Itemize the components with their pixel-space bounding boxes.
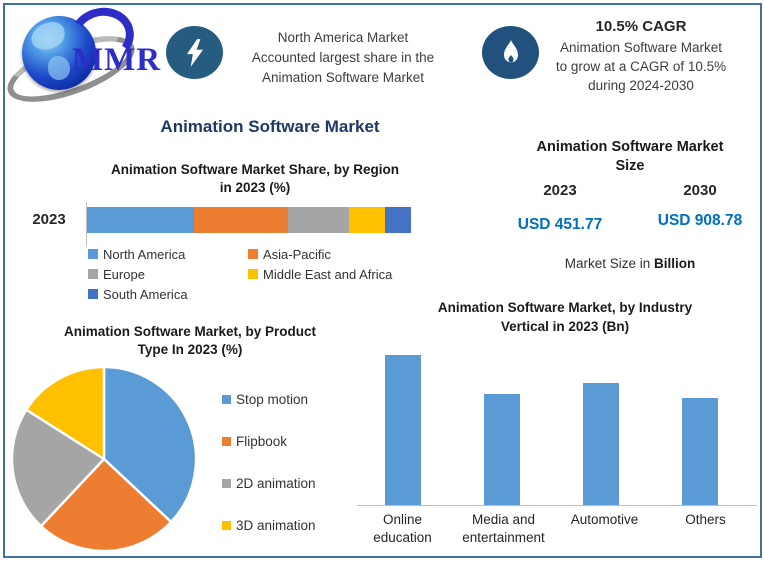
legend-item-flipbook: Flipbook: [222, 433, 316, 449]
legend-item-stop-motion: Stop motion: [222, 391, 316, 407]
region-legend: North America Asia-Pacific Europe Middle Ea…: [88, 246, 428, 302]
industry-x-axis: [357, 505, 757, 506]
banner-cagr: 10.5% CAGR Animation Software Market to …: [535, 17, 747, 95]
industry-bar-plot: [358, 345, 758, 505]
footnote-regular: Market Size in: [564, 256, 651, 271]
mmr-logo: MMR: [0, 1, 187, 116]
legend-swatch-icon: [222, 478, 231, 488]
pie-chart-title: Animation Software Market, by Product Ty…: [20, 323, 360, 358]
legend-item-north-america: North America: [88, 246, 248, 262]
year-2030-label: 2030: [683, 182, 717, 199]
market-size-years: 2023 2030: [490, 182, 765, 199]
industry-chart-title-line: Animation Software Market, by Industry: [437, 300, 693, 315]
region-chart-axis: [86, 202, 87, 246]
region-chart-title-line: in 2023 (%): [219, 179, 291, 195]
legend-label: Flipbook: [236, 433, 288, 449]
legend-label: South America: [103, 286, 188, 302]
banner-line: North America Market: [277, 30, 409, 45]
legend-swatch-icon: [222, 436, 231, 446]
legend-swatch-icon: [248, 249, 258, 259]
cagr-headline: 10.5% CAGR: [595, 18, 687, 35]
legend-swatch-icon: [248, 269, 258, 279]
page-title: Animation Software Market: [160, 117, 380, 136]
pie-legend: Stop motion Flipbook 2D animation 3D animat…: [222, 391, 316, 533]
lightning-bolt-glyph: [186, 38, 203, 67]
legend-label: Europe: [103, 266, 145, 282]
region-chart-title-line: Animation Software Market Share, by Regi…: [110, 162, 400, 177]
footnote-bold: Billion: [654, 256, 696, 271]
value-2023: USD 451.77: [517, 216, 603, 233]
region-segment-europe: [287, 207, 350, 233]
legend-item-europe: Europe: [88, 266, 248, 282]
globe-icon: [22, 16, 96, 90]
product-pie-chart: [10, 365, 198, 553]
flame-icon: [482, 26, 539, 79]
region-segment-asia-pacific: [193, 207, 288, 233]
banner-line: Accounted largest share in the: [251, 50, 435, 65]
category-label-online-education: Online education: [373, 512, 432, 545]
legend-item-2d-animation: 2D animation: [222, 475, 316, 491]
pie-chart-title-line: Type In 2023 (%): [137, 341, 243, 357]
pie-slice-stop-motion: [102, 365, 198, 524]
legend-swatch-icon: [222, 520, 231, 530]
region-category-label: 2023: [32, 211, 66, 228]
banner-line: Animation Software Market: [559, 40, 723, 55]
banner-line: during 2024-2030: [588, 78, 694, 93]
region-chart-title: Animation Software Market Share, by Regi…: [85, 161, 425, 196]
category-label-others: Others: [685, 512, 726, 527]
bar-online-education: [385, 355, 421, 505]
value-2030: USD 908.78: [657, 212, 743, 229]
legend-item-3d-animation: 3D animation: [222, 517, 316, 533]
year-2023-label: 2023: [543, 182, 577, 199]
market-size-values: USD 451.77 USD 908.78: [490, 212, 765, 234]
region-segment-middle-east-and-africa: [349, 207, 386, 233]
market-size-title-line: Animation Software Market: [536, 139, 724, 155]
legend-item-middle-east-and-africa: Middle East and Africa: [248, 266, 428, 282]
banner-north-america: North America Market Accounted largest s…: [236, 28, 450, 88]
pie-slice-2d-animation: [10, 408, 106, 528]
legend-label: Middle East and Africa: [263, 266, 393, 282]
legend-swatch-icon: [88, 249, 98, 259]
banner-line: to grow at a CAGR of 10.5%: [555, 59, 727, 74]
industry-category-labels: Online education Media and entertainment Aut…: [352, 511, 756, 547]
legend-swatch-icon: [222, 394, 231, 404]
legend-label: Stop motion: [236, 391, 309, 407]
bar-others: [682, 398, 718, 505]
region-segment-south-america: [385, 207, 411, 233]
banner-line: Animation Software Market: [261, 70, 425, 85]
lightning-icon: [166, 26, 223, 79]
legend-label: 2D animation: [236, 475, 316, 491]
flame-glyph: [503, 39, 518, 62]
legend-swatch-icon: [88, 289, 98, 299]
industry-chart-title: Animation Software Market, by Industry V…: [390, 298, 740, 336]
legend-item-south-america: South America: [88, 286, 248, 302]
pie-slice-3d-animation: [25, 365, 106, 461]
bar-media-and-entertainment: [484, 394, 520, 505]
industry-chart-title-line: Vertical in 2023 (Bn): [500, 319, 630, 334]
logo-text: MMR: [72, 42, 162, 78]
legend-label: Asia-Pacific: [263, 246, 331, 262]
region-stacked-bar: [87, 207, 411, 233]
legend-label: North America: [103, 246, 186, 262]
category-label-automotive: Automotive: [570, 512, 639, 527]
market-size-title: Animation Software Market Size: [490, 138, 765, 176]
legend-item-asia-pacific: Asia-Pacific: [248, 246, 428, 262]
category-label-media-and-entertainment: Media and entertainment: [462, 512, 545, 545]
pie-chart-title-line: Animation Software Market, by Product: [63, 324, 317, 339]
region-segment-north-america: [87, 207, 194, 233]
legend-label: 3D animation: [236, 517, 316, 533]
market-size-footnote: Market Size in Billion: [490, 256, 765, 271]
legend-swatch-icon: [88, 269, 98, 279]
bar-automotive: [583, 383, 619, 505]
market-size-title-line: Size: [615, 158, 645, 174]
pie-slice-flipbook: [39, 457, 173, 553]
